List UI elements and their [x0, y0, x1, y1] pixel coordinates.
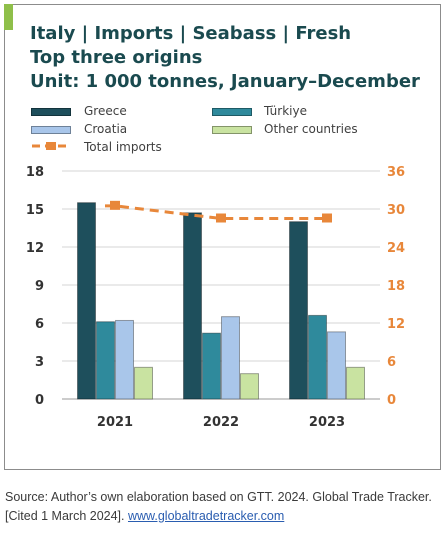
x-axis-category-label: 2023	[309, 415, 345, 430]
legend-swatch-croatia	[31, 126, 71, 134]
source-text: Source: Author’s own elaboration based o…	[5, 490, 432, 523]
bar-croatia	[115, 319, 134, 400]
y-axis-left-tick-label: 15	[26, 203, 44, 218]
legend-swatch-turkiye	[212, 108, 252, 116]
legend-swatch-other	[212, 126, 252, 134]
legend-swatch-total	[32, 142, 70, 150]
y-axis-right-tick-label: 12	[387, 317, 405, 332]
y-axis-right-tick-label: 36	[387, 165, 405, 180]
y-axis-right-tick-label: 30	[387, 203, 405, 218]
bar-t-rkiye	[202, 332, 221, 400]
bar-t-rkiye	[308, 314, 327, 400]
marker-total-imports	[216, 213, 226, 223]
y-axis-left-tick-label: 3	[35, 355, 44, 370]
marker-total-imports	[110, 200, 120, 210]
y-axis-left-tick-label: 0	[35, 393, 44, 408]
bar-other-countries	[240, 373, 259, 400]
y-axis-right-tick-label: 0	[387, 393, 396, 408]
chart-subtitle: Top three origins	[30, 47, 203, 68]
legend-label-other: Other countries	[264, 122, 358, 136]
source-note: Source: Author’s own elaboration based o…	[5, 488, 435, 526]
marker-total-imports	[322, 213, 332, 223]
legend-swatch-greece	[31, 108, 71, 116]
x-axis-category-label: 2022	[203, 415, 239, 430]
legend-label-total: Total imports	[84, 140, 162, 154]
y-axis-left-tick-label: 12	[26, 241, 44, 256]
bar-t-rkiye	[96, 321, 115, 400]
bar-croatia	[327, 331, 346, 400]
y-axis-right-tick-label: 6	[387, 355, 396, 370]
legend-label-greece: Greece	[84, 104, 127, 118]
bar-other-countries	[346, 366, 365, 400]
bar-croatia	[221, 316, 240, 400]
legend-label-croatia: Croatia	[84, 122, 128, 136]
bar-greece	[289, 221, 308, 400]
y-axis-left-tick-label: 18	[26, 165, 44, 180]
chart-title: Italy | Imports | Seabass | Fresh	[30, 23, 352, 44]
chart-unit: Unit: 1 000 tonnes, January–December	[30, 71, 420, 92]
source-link[interactable]: www.globaltradetracker.com	[127, 509, 285, 523]
y-axis-right-tick-label: 24	[387, 241, 405, 256]
y-axis-left-tick-label: 9	[35, 279, 44, 294]
legend-label-turkiye: Türkiye	[264, 104, 307, 118]
bar-greece	[77, 202, 96, 400]
y-axis-left-tick-label: 6	[35, 317, 44, 332]
x-axis-category-label: 2021	[97, 415, 133, 430]
y-axis-right-tick-label: 18	[387, 279, 405, 294]
bar-other-countries	[134, 366, 153, 400]
accent-bar	[4, 4, 13, 30]
bar-greece	[183, 212, 202, 400]
chart-titles: Italy | Imports | Seabass | Fresh Top th…	[30, 22, 420, 94]
